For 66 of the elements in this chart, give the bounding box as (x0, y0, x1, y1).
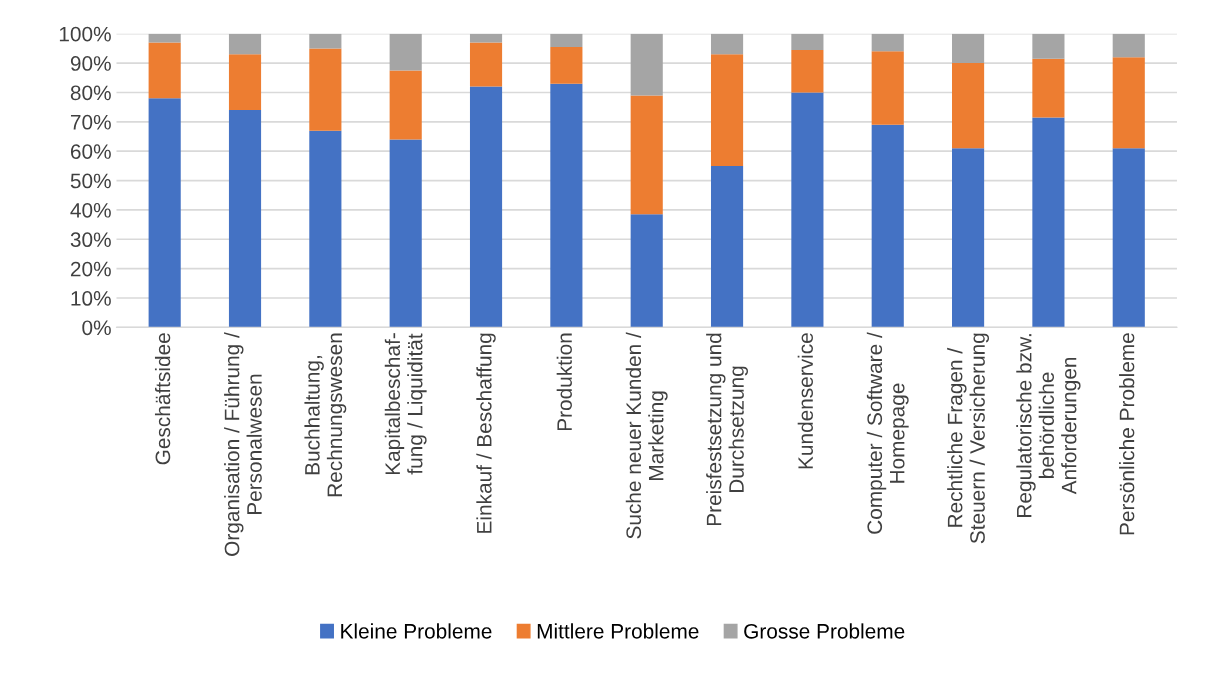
x-tick-label: Rechtliche Fragen / Steuern / Versicherung (947, 333, 990, 544)
bar (1032, 117, 1065, 328)
bar (710, 165, 744, 328)
bar (389, 139, 422, 328)
bar (389, 33, 422, 71)
bar (309, 130, 342, 328)
bar (630, 95, 663, 215)
y-tick-label: 40% (70, 202, 111, 218)
bar (952, 33, 985, 64)
legend-label: Mittlere Probleme (537, 623, 699, 639)
x-tick-label: Suche neuer Kunden / Marketing (625, 332, 668, 539)
y-tick-label: 10% (71, 291, 111, 306)
bar (228, 110, 262, 328)
bar (148, 42, 181, 99)
x-tick-label: Buchhaltung, Rechnungswesen (304, 333, 347, 497)
y-tick-label: 50% (70, 173, 111, 189)
bar (791, 49, 824, 93)
y-tick-label: 0% (82, 320, 111, 336)
x-tick-label: Computer / Software / Homepage (866, 332, 909, 534)
legend-label: Kleine Probleme (341, 623, 492, 639)
y-tick-label: 100% (59, 26, 111, 42)
bar (871, 33, 904, 52)
y-tick-label: 70% (70, 114, 111, 130)
bar (630, 33, 663, 96)
x-tick-label: Regulatorische bzw. behördliche Anforderungen (1016, 334, 1081, 517)
bar (550, 46, 583, 84)
y-tick-label: 60% (70, 144, 111, 159)
bar (148, 33, 181, 43)
bar (952, 63, 985, 149)
bar (309, 48, 342, 131)
bar (148, 98, 181, 328)
bar (550, 83, 583, 328)
y-tick-label: 30% (70, 232, 111, 248)
y-tick-label: 80% (70, 85, 111, 101)
x-tick-label: Geschäftsidee (154, 333, 171, 465)
bar (791, 92, 824, 328)
bar (952, 148, 985, 328)
x-tick-label: Kundenservice (797, 333, 813, 469)
bar (791, 33, 824, 50)
bar (1112, 148, 1145, 328)
bar (710, 54, 744, 166)
x-tick-label: Produktion (556, 333, 572, 431)
bar (309, 33, 342, 49)
bar (228, 54, 262, 111)
bar (871, 124, 904, 328)
bar (1112, 57, 1145, 149)
bar (630, 214, 663, 328)
bar (1032, 58, 1065, 118)
bar (469, 86, 503, 328)
x-tick-label: Organisation / Führung / Personalwesen (224, 332, 262, 556)
bar (228, 33, 262, 55)
bar (469, 42, 503, 87)
legend-label: Grosse Probleme (744, 623, 905, 639)
y-tick-label: 20% (70, 261, 111, 277)
bar (1112, 33, 1145, 58)
y-tick-label: 90% (70, 56, 111, 71)
bar (389, 70, 422, 140)
bar (550, 33, 583, 47)
x-tick-label: Persönliche Probleme (1119, 333, 1135, 535)
bar (710, 33, 744, 55)
x-tick-label: Preisfestsetzung und Durchsetzung (706, 333, 748, 526)
x-tick-label: Einkauf / Beschaffung (476, 333, 496, 533)
bar (871, 51, 904, 125)
bar (1032, 33, 1065, 59)
x-tick-label: Kapitalbeschaf- fung / Liquidität (384, 333, 427, 475)
bar (469, 33, 503, 43)
